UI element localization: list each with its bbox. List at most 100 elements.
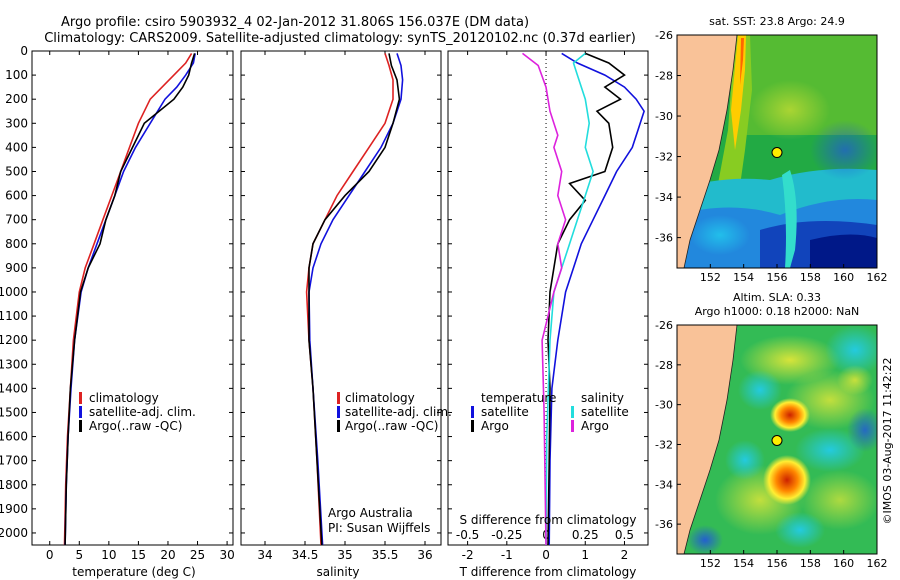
map-y-tick-label: -26 (655, 29, 673, 42)
temperature-panel: 0 5 10 15 20 25 300100200300400500600700800900… (0, 44, 235, 562)
y-tick-label: 1600 (0, 430, 28, 444)
legend-label-t-satellite: satellite (481, 405, 529, 419)
temperature-legend: climatology satellite-adj. clim. Argo(..… (79, 391, 196, 433)
legend-label-satellite: satellite-adj. clim. (89, 405, 196, 419)
x-tick-label: 36 (417, 548, 432, 562)
legend-label-s-argo: Argo (581, 419, 609, 433)
y-tick-label: 300 (5, 116, 28, 130)
map-x-tick-label: 154 (733, 271, 754, 284)
y-tick-label: 1500 (0, 405, 28, 419)
y-tick-label: 500 (5, 164, 28, 178)
series-line-argo-raw-qc- (308, 53, 401, 546)
y-tick-label: 1400 (0, 381, 28, 395)
x-tick-label: -2 (462, 548, 474, 562)
x-tick-label: 0 (46, 548, 54, 562)
y-tick-label: 700 (5, 213, 28, 227)
x-tick-label: 35.5 (372, 548, 399, 562)
y-tick-label: 1200 (0, 333, 28, 347)
series-line-climatology (63, 52, 193, 546)
figure-subtitle: Climatology: CARS2009. Satellite-adjuste… (44, 31, 636, 46)
legend-swatch-t-argo (471, 420, 474, 432)
legend-swatch-satellite (79, 406, 82, 418)
x-tick-label: 35 (337, 548, 352, 562)
x-tick-label: 1 (581, 548, 589, 562)
plot-frame (447, 50, 649, 546)
map-x-tick-label: 152 (700, 271, 721, 284)
legend-swatch-climatology (337, 392, 340, 404)
legend-title-salinity: salinity (581, 391, 624, 405)
y-tick-label: 0 (20, 44, 28, 58)
plot-frame (240, 50, 442, 546)
map-x-tick-label: 158 (800, 557, 821, 570)
map-x-tick-label: 160 (833, 557, 854, 570)
map-y-tick-label: -34 (655, 191, 673, 204)
x-tick-label: 25 (190, 548, 205, 562)
map-y-tick-label: -32 (655, 438, 673, 451)
map-y-tick-label: -34 (655, 478, 673, 491)
sst-map-title: sat. SST: 23.8 Argo: 24.9 (709, 15, 845, 28)
x-tick-label: -1 (501, 548, 513, 562)
sla-map-ticks: 152 154 156 158 160 162 -26 -28 -30 -32 -34 -36 (655, 319, 887, 570)
argo-position-marker (771, 434, 783, 446)
series-line-s-argo (522, 52, 567, 546)
legend-label-climatology: climatology (89, 391, 159, 405)
y-tick-label: 1900 (0, 502, 28, 516)
map-y-tick-label: -36 (655, 518, 673, 531)
s-tick-label: -0.5 (456, 528, 479, 542)
annotation-pi: PI: Susan Wijffels (328, 521, 430, 535)
copyright-text: ©IMOS 03-Aug-2017 11:42:22 (881, 358, 894, 525)
x-tick-label: 20 (160, 548, 175, 562)
sst-map-ticks: 152 154 156 158 160 162 -26 -28 -30 -32 -34 -36 (655, 29, 887, 284)
map-x-tick-label: 158 (800, 271, 821, 284)
legend-swatch-argo (79, 420, 82, 432)
map-y-tick-label: -28 (655, 359, 673, 372)
salinity-legend: climatology satellite-adj. clim. Argo(..… (328, 391, 452, 535)
salinity-panel: 34 34.5 35 35.5 36 (240, 50, 442, 562)
y-tick-label: 2000 (0, 526, 28, 540)
s-tick-label: -0.25 (491, 528, 522, 542)
y-tick-label: 1100 (0, 309, 28, 323)
x-tick-label: 34 (257, 548, 272, 562)
legend-swatch-climatology (79, 392, 82, 404)
s-tick-label: 0.25 (572, 528, 599, 542)
map-x-tick-label: 156 (767, 557, 788, 570)
map-x-tick-label: 152 (700, 557, 721, 570)
y-tick-label: 1000 (0, 285, 28, 299)
sst-map: sat. SST: 23.8 Argo: 24.9 152 154 156 158 16… (655, 15, 887, 284)
y-tick-label: 400 (5, 140, 28, 154)
y-tick-label: 600 (5, 189, 28, 203)
x-tick-label: 10 (101, 548, 116, 562)
legend-swatch-t-satellite (471, 406, 474, 418)
map-y-tick-label: -32 (655, 151, 673, 164)
map-y-tick-label: -30 (655, 399, 673, 412)
map-x-tick-label: 154 (733, 557, 754, 570)
legend-label-climatology: climatology (345, 391, 415, 405)
series-line-argo-raw-qc- (64, 53, 196, 546)
map-y-tick-label: -26 (655, 319, 673, 332)
salinity-xlabel: salinity (316, 565, 359, 579)
y-tick-label: 900 (5, 261, 28, 275)
legend-label-argo: Argo(..raw -QC) (89, 419, 182, 433)
difference-legend: temperature salinity satellite Argo sate… (460, 391, 637, 527)
series-line-s-satellite (545, 52, 594, 546)
legend-label-t-argo: Argo (481, 419, 509, 433)
series-line-t-argo (547, 52, 626, 546)
x-tick-label: 30 (219, 548, 234, 562)
legend-label-s-satellite: satellite (581, 405, 629, 419)
series-line-t-satellite (548, 52, 645, 546)
map-x-tick-label: 162 (867, 271, 888, 284)
sla-map: Altim. SLA: 0.33 Argo h1000: 0.18 h2000:… (655, 291, 887, 570)
x-tick-label: 0 (542, 548, 550, 562)
legend-swatch-s-argo (571, 420, 574, 432)
legend-swatch-satellite (337, 406, 340, 418)
series-line-climatology (305, 53, 394, 546)
x-tick-label: 5 (75, 548, 83, 562)
map-y-tick-label: -28 (655, 70, 673, 83)
sla-map-title: Altim. SLA: 0.33 (733, 291, 821, 304)
series-line-satellite-adj-clim- (308, 53, 404, 546)
plot-frame (31, 50, 234, 546)
x-tick-label: 2 (621, 548, 629, 562)
map-x-tick-label: 156 (767, 271, 788, 284)
map-x-tick-label: 162 (867, 557, 888, 570)
